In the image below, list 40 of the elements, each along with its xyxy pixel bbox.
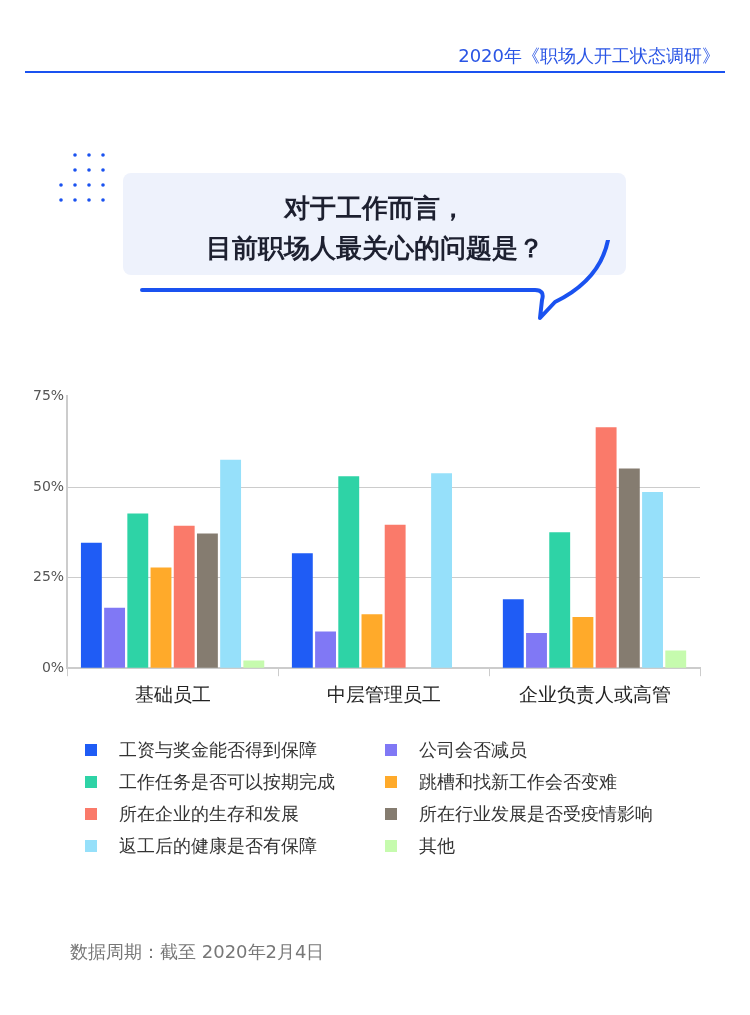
bar	[361, 614, 383, 668]
bar	[150, 567, 172, 668]
bar	[104, 607, 126, 668]
bar	[618, 468, 640, 668]
y-tick-label: 0%	[41, 658, 65, 675]
x-tick-label: 企业负责人或高管	[518, 682, 671, 705]
bar	[526, 633, 547, 668]
bar	[127, 513, 149, 668]
legend-label: 公司会否减员	[419, 738, 527, 762]
legend-label: 所在企业的生存和发展	[119, 802, 299, 826]
legend-label: 其他	[419, 834, 455, 858]
bar	[220, 459, 242, 668]
bar	[196, 533, 218, 668]
legend-label: 所在行业发展是否受疫情影响	[419, 802, 653, 826]
chart-title: 对于工作而言，目前职场人最关心的问题是？	[205, 193, 544, 263]
bar	[595, 427, 617, 668]
legend-label: 跳槽和找新工作会否变难	[419, 770, 617, 794]
bar	[384, 524, 406, 668]
bar	[665, 650, 687, 668]
bar	[338, 476, 360, 668]
bar	[502, 599, 524, 668]
x-tick-label: 中层管理员工	[326, 682, 441, 705]
x-tick-label: 基础员工	[134, 682, 211, 705]
text: 数据周期：截至 2020年2月4日	[70, 940, 325, 964]
text: 2020年《职场人开工状态调研》	[458, 44, 720, 68]
bar	[315, 631, 336, 668]
bar	[572, 617, 594, 668]
legend-label: 工作任务是否可以按期完成	[119, 770, 335, 794]
bar	[80, 542, 102, 668]
y-tick-label: 75%	[32, 387, 65, 404]
y-tick-label: 50%	[32, 477, 65, 494]
legend-label: 返工后的健康是否有保障	[119, 834, 317, 858]
bar	[291, 553, 313, 668]
bar	[431, 473, 453, 668]
bar	[642, 492, 663, 668]
legend-label: 工资与奖金能否得到保障	[119, 738, 317, 762]
y-tick-label: 25%	[32, 568, 65, 585]
bar	[173, 525, 195, 668]
bar	[549, 532, 571, 668]
bar	[243, 660, 265, 668]
